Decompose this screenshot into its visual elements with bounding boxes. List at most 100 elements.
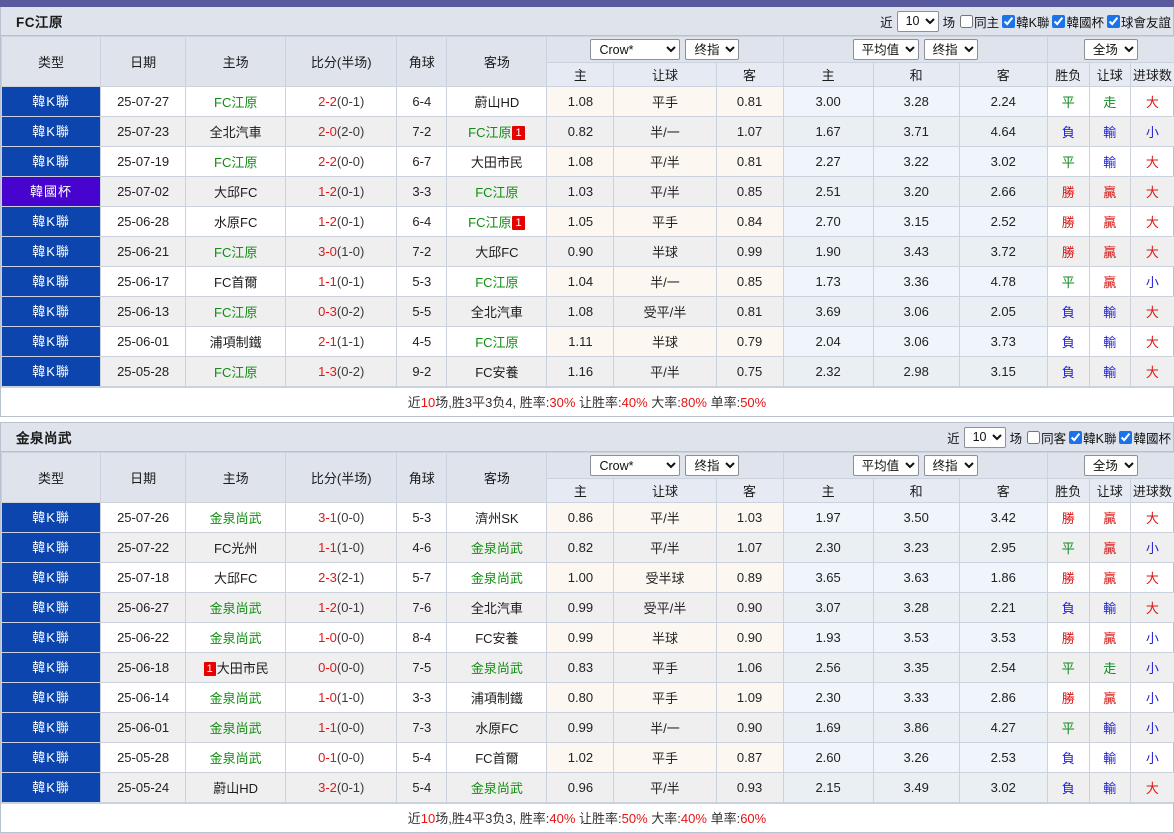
cell-home-team[interactable]: 大邱FC (186, 177, 286, 207)
cell-league-type[interactable]: 韓K聯 (2, 773, 101, 803)
league-filter-2[interactable]: 球會友誼 (1106, 12, 1171, 31)
cell-home-team[interactable]: 全北汽車 (186, 117, 286, 147)
asian-odds-time-select[interactable]: 初指终指 (685, 39, 739, 60)
cell-away-team[interactable]: FC安養 (447, 357, 547, 387)
cell-score[interactable]: 1-0(0-0) (286, 623, 397, 653)
cell-away-team[interactable]: 全北汽車 (447, 593, 547, 623)
cell-score[interactable]: 3-1(0-0) (286, 503, 397, 533)
cell-away-team[interactable]: FC江原 (447, 327, 547, 357)
cell-league-type[interactable]: 韓K聯 (2, 207, 101, 237)
cell-home-team[interactable]: 金泉尚武 (186, 593, 286, 623)
cell-score[interactable]: 1-2(0-1) (286, 177, 397, 207)
cell-home-team[interactable]: FC江原 (186, 87, 286, 117)
table-row[interactable]: 韓K聯 25-05-28 FC江原 1-3(0-2) 9-2 FC安養 1.16… (2, 357, 1174, 387)
table-row[interactable]: 韓K聯 25-06-13 FC江原 0-3(0-2) 5-5 全北汽車 1.08… (2, 297, 1174, 327)
cell-away-team[interactable]: FC首爾 (447, 743, 547, 773)
cell-league-type[interactable]: 韓K聯 (2, 327, 101, 357)
euro-odds-source-select[interactable]: 平均值最高值最低值 (853, 455, 919, 476)
table-row[interactable]: 韓K聯 25-05-24 蔚山HD 3-2(0-1) 5-4 金泉尚武 0.96… (2, 773, 1174, 803)
cell-away-team[interactable]: FC安養 (447, 623, 547, 653)
cell-league-type[interactable]: 韓K聯 (2, 87, 101, 117)
table-row[interactable]: 韓K聯 25-07-18 大邱FC 2-3(2-1) 5-7 金泉尚武 1.00… (2, 563, 1174, 593)
cell-league-type[interactable]: 韓K聯 (2, 563, 101, 593)
cell-home-team[interactable]: 金泉尚武 (186, 683, 286, 713)
same-venue-filter[interactable]: 同客 (1026, 428, 1066, 447)
cell-away-team[interactable]: FC江原 (447, 267, 547, 297)
cell-away-team[interactable]: 金泉尚武 (447, 563, 547, 593)
cell-score[interactable]: 1-1(1-0) (286, 533, 397, 563)
league-filter-1[interactable]: 韓國杯 (1118, 428, 1171, 447)
cell-score[interactable]: 1-2(0-1) (286, 207, 397, 237)
euro-odds-source-select[interactable]: 平均值最高值最低值 (853, 39, 919, 60)
table-row[interactable]: 韓K聯 25-06-22 金泉尚武 1-0(0-0) 8-4 FC安養 0.99… (2, 623, 1174, 653)
table-row[interactable]: 韓K聯 25-06-14 金泉尚武 1-0(1-0) 3-3 浦項制鐵 0.80… (2, 683, 1174, 713)
cell-league-type[interactable]: 韓K聯 (2, 743, 101, 773)
cell-league-type[interactable]: 韓K聯 (2, 147, 101, 177)
cell-away-team[interactable]: 金泉尚武 (447, 773, 547, 803)
cell-score[interactable]: 1-0(1-0) (286, 683, 397, 713)
cell-home-team[interactable]: FC江原 (186, 147, 286, 177)
cell-home-team[interactable]: FC江原 (186, 237, 286, 267)
table-row[interactable]: 韓K聯 25-07-26 金泉尚武 3-1(0-0) 5-3 濟州SK 0.86… (2, 503, 1174, 533)
cell-home-team[interactable]: 水原FC (186, 207, 286, 237)
cell-home-team[interactable]: 金泉尚武 (186, 713, 286, 743)
cell-league-type[interactable]: 韓K聯 (2, 533, 101, 563)
result-scope-select[interactable]: 全场半场 (1084, 39, 1138, 60)
asian-odds-time-select[interactable]: 初指终指 (685, 455, 739, 476)
table-row[interactable]: 韓K聯 25-06-01 浦項制鐵 2-1(1-1) 4-5 FC江原 1.11… (2, 327, 1174, 357)
cell-score[interactable]: 2-1(1-1) (286, 327, 397, 357)
cell-home-team[interactable]: FC光州 (186, 533, 286, 563)
cell-score[interactable]: 3-0(1-0) (286, 237, 397, 267)
cell-home-team[interactable]: 金泉尚武 (186, 503, 286, 533)
cell-score[interactable]: 1-1(0-1) (286, 267, 397, 297)
cell-score[interactable]: 2-2(0-0) (286, 147, 397, 177)
league-filter-0[interactable]: 韓K聯 (1068, 428, 1116, 447)
same-venue-checkbox[interactable] (960, 15, 973, 28)
asian-odds-source-select[interactable]: Crow*Bet365澳门Interwetten (590, 455, 680, 476)
cell-league-type[interactable]: 韓國杯 (2, 177, 101, 207)
table-row[interactable]: 韓K聯 25-07-19 FC江原 2-2(0-0) 6-7 大田市民 1.08… (2, 147, 1174, 177)
cell-league-type[interactable]: 韓K聯 (2, 653, 101, 683)
same-venue-checkbox[interactable] (1027, 431, 1040, 444)
cell-away-team[interactable]: 全北汽車 (447, 297, 547, 327)
asian-odds-source-select[interactable]: Crow*Bet365澳门Interwetten (590, 39, 680, 60)
cell-score[interactable]: 1-2(0-1) (286, 593, 397, 623)
cell-away-team[interactable]: 金泉尚武 (447, 653, 547, 683)
cell-league-type[interactable]: 韓K聯 (2, 297, 101, 327)
cell-score[interactable]: 2-3(2-1) (286, 563, 397, 593)
league-checkbox-0[interactable] (1069, 431, 1082, 444)
league-checkbox-2[interactable] (1107, 15, 1120, 28)
cell-away-team[interactable]: FC江原 (447, 177, 547, 207)
league-checkbox-1[interactable] (1119, 431, 1132, 444)
cell-away-team[interactable]: 浦項制鐵 (447, 683, 547, 713)
cell-home-team[interactable]: 金泉尚武 (186, 743, 286, 773)
table-row[interactable]: 韓K聯 25-06-01 金泉尚武 1-1(0-0) 7-3 水原FC 0.99… (2, 713, 1174, 743)
result-scope-select[interactable]: 全场半场 (1084, 455, 1138, 476)
euro-odds-time-select[interactable]: 初指终指 (924, 455, 978, 476)
cell-league-type[interactable]: 韓K聯 (2, 117, 101, 147)
cell-score[interactable]: 0-1(0-0) (286, 743, 397, 773)
cell-score[interactable]: 1-1(0-0) (286, 713, 397, 743)
table-row[interactable]: 韓國杯 25-07-02 大邱FC 1-2(0-1) 3-3 FC江原 1.03… (2, 177, 1174, 207)
table-row[interactable]: 韓K聯 25-07-27 FC江原 2-2(0-1) 6-4 蔚山HD 1.08… (2, 87, 1174, 117)
cell-score[interactable]: 2-2(0-1) (286, 87, 397, 117)
cell-league-type[interactable]: 韓K聯 (2, 593, 101, 623)
match-count-select[interactable]: 6102030 (897, 11, 939, 32)
cell-league-type[interactable]: 韓K聯 (2, 683, 101, 713)
cell-home-team[interactable]: FC首爾 (186, 267, 286, 297)
cell-away-team[interactable]: 大邱FC (447, 237, 547, 267)
cell-score[interactable]: 3-2(0-1) (286, 773, 397, 803)
table-row[interactable]: 韓K聯 25-06-21 FC江原 3-0(1-0) 7-2 大邱FC 0.90… (2, 237, 1174, 267)
cell-league-type[interactable]: 韓K聯 (2, 237, 101, 267)
cell-away-team[interactable]: 水原FC (447, 713, 547, 743)
league-checkbox-0[interactable] (1002, 15, 1015, 28)
cell-home-team[interactable]: 蔚山HD (186, 773, 286, 803)
cell-score[interactable]: 1-3(0-2) (286, 357, 397, 387)
cell-score[interactable]: 0-3(0-2) (286, 297, 397, 327)
same-venue-filter[interactable]: 同主 (959, 12, 999, 31)
cell-score[interactable]: 0-0(0-0) (286, 653, 397, 683)
